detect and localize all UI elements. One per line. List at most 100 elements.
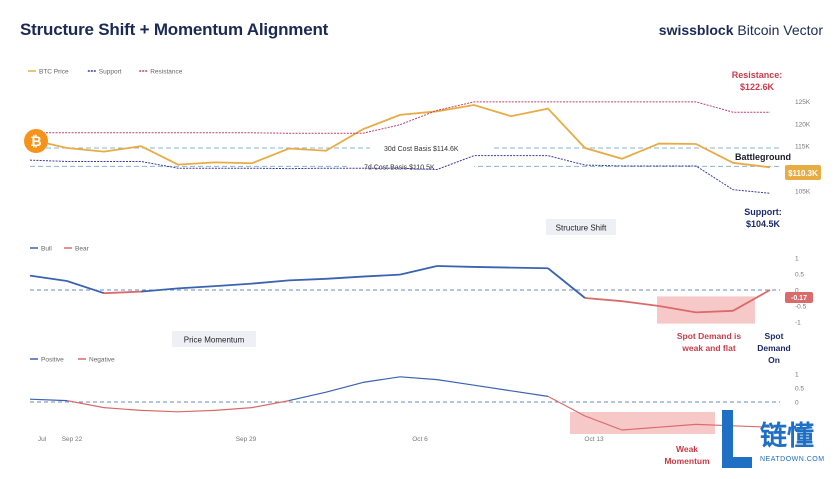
oscillator-segment [547, 395, 586, 417]
momentum-segment [177, 285, 216, 290]
legend-label: Bull [41, 246, 52, 253]
momentum-segment [288, 277, 327, 282]
momentum-segment [473, 266, 512, 269]
legend-label: Negative [89, 357, 115, 364]
oscillator-segment [436, 379, 475, 386]
momentum-segment [251, 279, 290, 285]
structure-shift-bg [546, 219, 616, 235]
y-tick-label: 115K [795, 144, 810, 151]
momentum-segment [140, 287, 179, 293]
watermark-text: 链懂 [760, 421, 814, 452]
weak-momentum-callout: Momentum [664, 456, 710, 466]
y-tick-label: 1 [795, 372, 799, 379]
momentum-segment [658, 305, 697, 314]
legend-label: BTC Price [39, 69, 69, 76]
momentum-segment [547, 267, 586, 299]
oscillator-segment [103, 407, 142, 411]
momentum-segment [214, 282, 253, 288]
spot-demand-weak-callout: weak and flat [681, 343, 736, 353]
oscillator-segment [658, 423, 697, 428]
momentum-segment [362, 273, 401, 278]
oscillator-segment [473, 384, 512, 392]
legend-label: Positive [41, 357, 64, 364]
momentum-segment [695, 309, 734, 314]
spot-demand-on-callout: Demand [757, 343, 791, 353]
series-resistance [30, 101, 770, 134]
momentum-segment [66, 280, 105, 295]
resistance-callout: $122.6K [740, 82, 775, 92]
weak-momentum-highlight [570, 412, 715, 434]
y-tick-label: 1 [795, 256, 799, 263]
y-tick-label: -0.5 [795, 304, 807, 311]
legend-label: Resistance [150, 69, 183, 76]
oscillator-segment [214, 407, 253, 411]
brand-name: swissblock [658, 22, 734, 38]
support-callout: Support: [744, 207, 782, 217]
watermark-l-icon [722, 410, 752, 468]
bitcoin-icon-glyph: ₿ [30, 133, 41, 149]
spot-demand-weak-callout: Spot Demand is [677, 331, 742, 341]
y-tick-label: 0.5 [795, 386, 804, 393]
x-tick-label: Oct 13 [584, 436, 604, 443]
oscillator-segment [362, 376, 401, 383]
series-btc-price [29, 104, 771, 169]
y-tick-label: 125K [795, 99, 811, 106]
structure-shift-label: Structure Shift [556, 224, 607, 233]
momentum-segment [103, 290, 142, 295]
momentum-segment [325, 275, 364, 280]
momentum-tag: -0.17 [791, 295, 807, 302]
cost-basis-label: 7d Cost Basis $110.5K [364, 164, 435, 171]
momentum-segment [436, 265, 475, 268]
x-tick-label: Oct 6 [412, 436, 428, 443]
price-momentum-title: Price Momentum [184, 336, 245, 345]
resistance-callout: Resistance: [732, 70, 783, 80]
y-tick-label: -1 [795, 320, 801, 327]
legend-label: Bear [75, 246, 90, 253]
support-callout: $104.5K [746, 219, 781, 229]
price-momentum-title-bg [172, 331, 256, 347]
oscillator-segment [325, 381, 364, 393]
momentum-segment [584, 297, 623, 303]
oscillator-segment [399, 376, 438, 381]
series-support [29, 155, 771, 194]
oscillator-segment [621, 426, 660, 431]
oscillator-segment [29, 398, 68, 402]
oscillator-segment [288, 391, 327, 402]
y-tick-label: 0 [795, 400, 799, 407]
momentum-segment [510, 266, 549, 270]
momentum-segment [29, 274, 68, 282]
y-tick-label: 0 [795, 288, 799, 295]
oscillator-segment [584, 415, 623, 431]
page-title: Structure Shift + Momentum Alignment [20, 20, 329, 39]
legend-label: Support [99, 69, 122, 76]
watermark: 链懂 NEATDOWN.COM [712, 410, 830, 470]
oscillator-segment [66, 400, 105, 409]
y-tick-label: 105K [795, 189, 811, 196]
momentum-segment [399, 265, 438, 276]
y-tick-label: 0.5 [795, 272, 804, 279]
x-tick-label: Jul [38, 436, 47, 443]
price-tag: $110.3K [788, 169, 818, 178]
brand-product: Bitcoin Vector [733, 22, 823, 38]
oscillator-segment [251, 400, 290, 409]
x-tick-label: Sep 29 [236, 436, 257, 443]
battleground-label: Battleground [735, 152, 791, 162]
momentum-segment [621, 300, 660, 307]
y-tick-label: 120K [795, 121, 811, 128]
oscillator-segment [140, 409, 179, 413]
oscillator-segment [732, 425, 771, 428]
cost-basis-label-bg [350, 159, 474, 173]
spot-demand-on-callout: On [768, 355, 780, 365]
brand-logo: swissblock Bitcoin Vector [659, 22, 823, 38]
bitcoin-icon [24, 129, 48, 153]
spot-demand-on-callout: Spot [765, 331, 784, 341]
cost-basis-label: 30d Cost Basis $114.6K [384, 146, 459, 153]
weak-demand-highlight [657, 296, 755, 324]
watermark-subtext: NEATDOWN.COM [760, 456, 825, 463]
oscillator-segment [177, 409, 216, 413]
x-tick-label: Sep 22 [62, 436, 83, 443]
momentum-segment [732, 289, 771, 312]
cost-basis-label-bg [370, 141, 494, 155]
weak-momentum-callout: Weak [676, 444, 698, 454]
